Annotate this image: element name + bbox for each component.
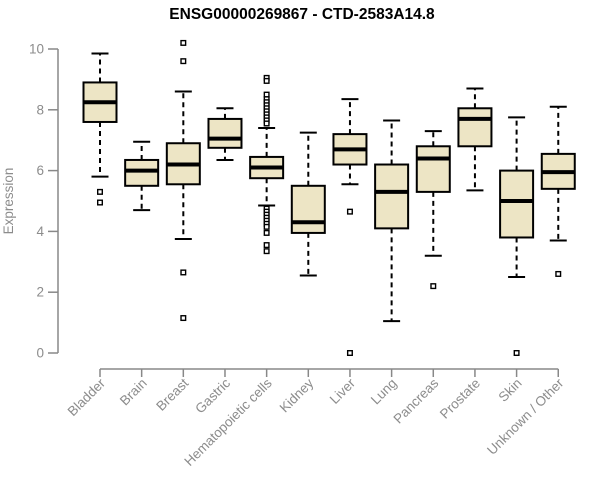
outlier-breast-1 [180, 58, 187, 65]
outlier-liver-1 [346, 350, 353, 357]
outlier-skin-0 [513, 350, 520, 357]
outlier-hematopoietic-cells-20 [263, 242, 270, 249]
box-brain [124, 158, 160, 187]
y-tick-label-6: 6 [36, 163, 44, 178]
x-tick-label-breast: Breast [153, 375, 191, 413]
outlier-hematopoietic-cells-21 [263, 248, 270, 255]
x-tick-label-prostate: Prostate [437, 376, 483, 422]
x-tick-label-kidney: Kidney [277, 375, 317, 415]
x-tick-label-unknown-other: Unknown / Other [484, 375, 567, 458]
outlier-bladder-1 [96, 199, 103, 206]
x-tick-label-pancreas: Pancreas [390, 375, 441, 426]
box-gastric [207, 117, 243, 149]
y-axis-label: Expression [1, 168, 16, 235]
x-tick-label-liver: Liver [327, 375, 359, 407]
outlier-breast-2 [180, 269, 187, 276]
box-skin [499, 169, 535, 239]
outlier-hematopoietic-cells-18 [263, 223, 270, 230]
y-tick-label-10: 10 [29, 42, 44, 57]
y-tick-label-2: 2 [36, 285, 44, 300]
y-tick-label-4: 4 [36, 224, 44, 239]
box-lung [374, 163, 410, 230]
chart-title: ENSG00000269867 - CTD-2583A14.8 [169, 6, 435, 23]
x-tick-label-lung: Lung [368, 376, 400, 408]
outlier-hematopoietic-cells-1 [263, 77, 270, 84]
outlier-hematopoietic-cells-19 [263, 229, 270, 236]
x-tick-label-skin: Skin [496, 376, 525, 405]
box-kidney [290, 184, 326, 234]
outlier-hematopoietic-cells-11 [263, 120, 270, 127]
outlier-liver-0 [346, 208, 353, 215]
box-prostate [457, 107, 493, 148]
x-tick-label-gastric: Gastric [192, 375, 233, 416]
outlier-breast-3 [180, 315, 187, 322]
y-tick-label-0: 0 [36, 346, 44, 361]
y-tick-label-8: 8 [36, 102, 44, 117]
outlier-breast-0 [180, 39, 187, 46]
outlier-bladder-0 [96, 188, 103, 195]
x-tick-label-brain: Brain [117, 376, 150, 409]
box-pancreas [415, 145, 451, 193]
x-tick-label-bladder: Bladder [65, 375, 109, 419]
outlier-pancreas-0 [430, 283, 437, 290]
outlier-unknown-other-0 [555, 270, 562, 277]
